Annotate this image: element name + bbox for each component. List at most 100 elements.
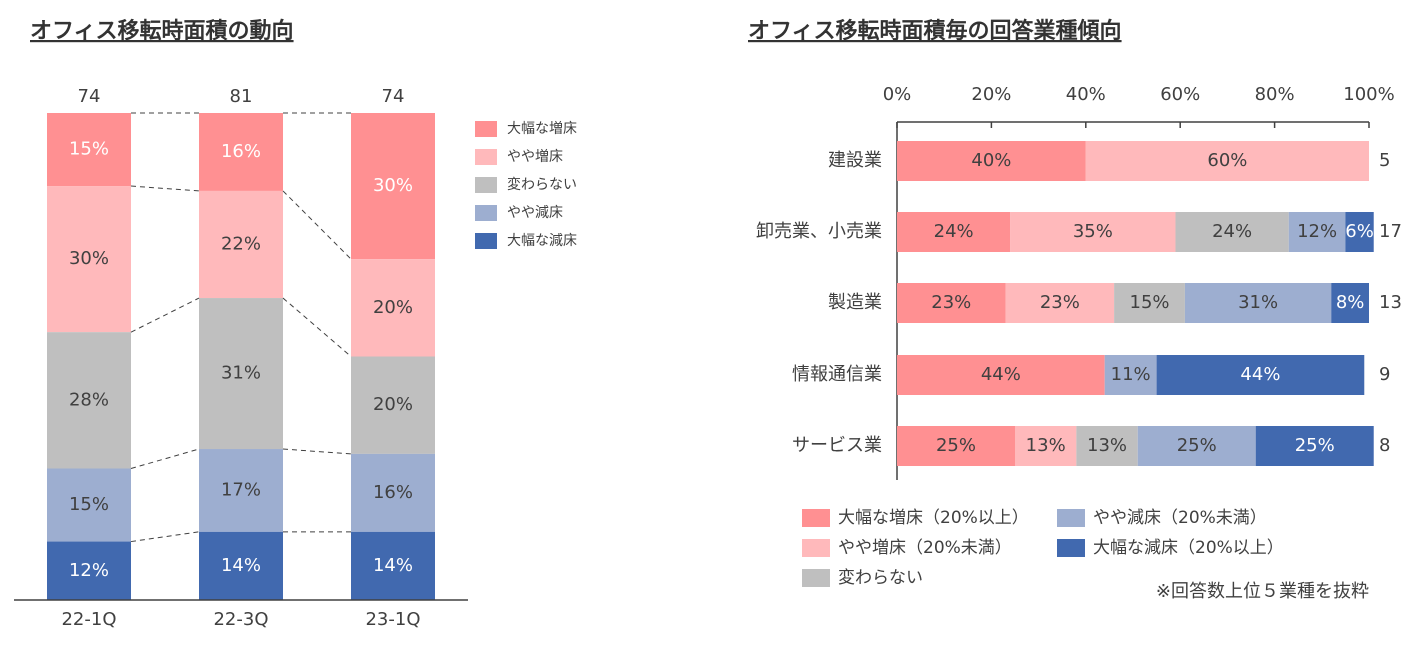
bar-segment bbox=[1288, 212, 1346, 252]
x-tick-label: 80% bbox=[1255, 84, 1295, 105]
value-label: 23% bbox=[1040, 292, 1080, 313]
chart-title: オフィス移転時面積毎の回答業種傾向 bbox=[748, 18, 1122, 44]
chart-title: オフィス移転時面積の動向 bbox=[30, 18, 294, 44]
x-tick-label: 100% bbox=[1343, 84, 1394, 105]
bar-segment bbox=[351, 531, 435, 600]
bar-segment bbox=[1156, 355, 1365, 395]
bar-segment bbox=[47, 186, 131, 333]
legend-label: 大幅な減床 bbox=[507, 232, 577, 249]
value-label: 15% bbox=[69, 139, 109, 160]
bar-segment bbox=[351, 453, 435, 532]
bar-segment bbox=[897, 283, 1006, 323]
legend-label: やや増床（20%未満） bbox=[838, 538, 1012, 558]
bar-segment bbox=[199, 113, 283, 191]
value-label: 12% bbox=[69, 560, 109, 581]
bar-segment bbox=[351, 113, 435, 260]
value-label: 30% bbox=[69, 248, 109, 269]
bar-segment bbox=[47, 332, 131, 469]
value-label: 15% bbox=[69, 494, 109, 515]
connector bbox=[282, 190, 352, 260]
x-tick-label: 22-1Q bbox=[61, 609, 116, 630]
total-label: 17 bbox=[1379, 221, 1402, 242]
total-label: 8 bbox=[1379, 435, 1390, 456]
legend-label: 大幅な増床（20%以上） bbox=[838, 508, 1029, 528]
bar-segment bbox=[1184, 283, 1332, 323]
legend-swatch bbox=[802, 569, 830, 587]
connector bbox=[130, 531, 200, 543]
value-label: 24% bbox=[1212, 221, 1252, 242]
value-label: 31% bbox=[221, 363, 261, 384]
total-label: 81 bbox=[230, 86, 253, 107]
bar-segment bbox=[897, 355, 1105, 395]
y-tick-label: 情報通信業 bbox=[792, 364, 882, 385]
value-label: 30% bbox=[373, 175, 413, 196]
legend-swatch bbox=[1057, 509, 1085, 527]
y-tick-label: サービス業 bbox=[792, 435, 882, 456]
legend-swatch bbox=[475, 121, 497, 137]
bar-segment bbox=[47, 113, 131, 187]
value-label: 13% bbox=[1026, 435, 1066, 456]
bar-segment bbox=[1005, 283, 1115, 323]
connector bbox=[130, 297, 200, 333]
value-label: 14% bbox=[373, 555, 413, 576]
bar-segment bbox=[897, 426, 1015, 466]
x-tick-label: 23-1Q bbox=[365, 609, 420, 630]
legend-label: 変わらない bbox=[507, 176, 577, 193]
bar-segment bbox=[199, 190, 283, 299]
bar-segment bbox=[1085, 141, 1369, 181]
total-label: 5 bbox=[1379, 150, 1390, 171]
value-label: 31% bbox=[1238, 292, 1278, 313]
legend-label: やや増床 bbox=[507, 149, 563, 165]
bar-segment bbox=[351, 356, 435, 454]
bar-segment bbox=[1104, 355, 1157, 395]
value-label: 40% bbox=[971, 150, 1011, 171]
bar-segment bbox=[1114, 283, 1185, 323]
legend-swatch bbox=[475, 205, 497, 221]
bar-segment bbox=[199, 531, 283, 600]
connector bbox=[130, 185, 200, 192]
legend-swatch bbox=[475, 149, 497, 165]
value-label: 24% bbox=[934, 221, 974, 242]
value-label: 16% bbox=[373, 482, 413, 503]
x-tick-label: 40% bbox=[1066, 84, 1106, 105]
bar-segment bbox=[199, 298, 283, 450]
x-tick-label: 0% bbox=[883, 84, 912, 105]
legend-label: 変わらない bbox=[838, 568, 923, 588]
value-label: 17% bbox=[221, 479, 261, 500]
value-label: 8% bbox=[1336, 292, 1365, 313]
legend-swatch bbox=[802, 539, 830, 557]
value-label: 11% bbox=[1111, 364, 1151, 385]
legend-label: やや減床 bbox=[507, 204, 563, 221]
legend-swatch bbox=[475, 233, 497, 249]
x-tick-label: 22-3Q bbox=[213, 609, 268, 630]
note: ※回答数上位５業種を抜粋 bbox=[1156, 581, 1369, 602]
bar-segment bbox=[1255, 426, 1374, 466]
value-label: 15% bbox=[1130, 292, 1170, 313]
bar-segment bbox=[1010, 212, 1176, 252]
legend-label: 大幅な減床（20%以上） bbox=[1093, 538, 1284, 558]
value-label: 44% bbox=[981, 364, 1021, 385]
value-label: 23% bbox=[931, 292, 971, 313]
value-label: 35% bbox=[1073, 221, 1113, 242]
bar-segment bbox=[897, 212, 1011, 252]
legend-swatch bbox=[1057, 539, 1085, 557]
bar-segment bbox=[1076, 426, 1138, 466]
legend-label: やや減床（20%未満） bbox=[1093, 508, 1267, 528]
value-label: 60% bbox=[1207, 150, 1247, 171]
bar-segment bbox=[1015, 426, 1077, 466]
x-tick-label: 60% bbox=[1160, 84, 1200, 105]
value-label: 14% bbox=[221, 555, 261, 576]
value-label: 44% bbox=[1240, 364, 1280, 385]
bar-segment bbox=[199, 449, 283, 532]
value-label: 13% bbox=[1087, 435, 1127, 456]
bar-segment bbox=[897, 141, 1086, 181]
value-label: 12% bbox=[1297, 221, 1337, 242]
value-label: 28% bbox=[69, 389, 109, 410]
y-tick-label: 建設業 bbox=[828, 150, 882, 171]
total-label: 9 bbox=[1379, 364, 1390, 385]
total-label: 74 bbox=[78, 86, 101, 107]
bar-segment bbox=[1175, 212, 1289, 252]
value-label: 25% bbox=[1295, 435, 1335, 456]
bar-segment bbox=[47, 468, 131, 542]
